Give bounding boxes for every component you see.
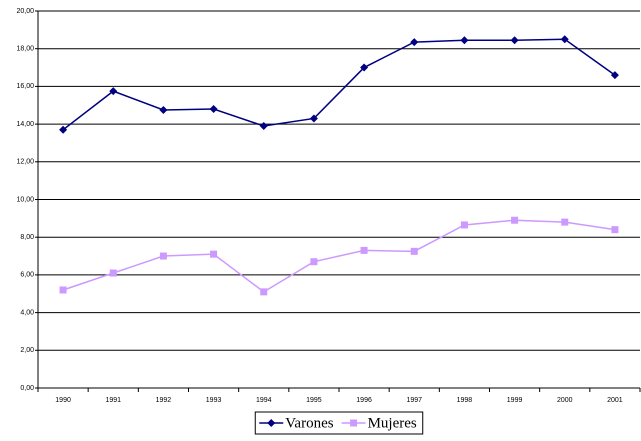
x-tick-label: 1998 <box>457 397 473 404</box>
x-tick-label: 1993 <box>206 397 222 404</box>
marker <box>259 121 268 130</box>
marker <box>561 218 569 226</box>
marker <box>159 105 168 114</box>
x-tick-label: 1992 <box>156 397 172 404</box>
x-tick-label: 1995 <box>306 397 322 404</box>
x-tick-label: 2001 <box>607 397 623 404</box>
marker <box>309 114 318 123</box>
marker <box>59 125 68 134</box>
marker <box>210 250 218 258</box>
marker <box>410 247 418 255</box>
legend-label: Mujeres <box>368 415 417 431</box>
marker <box>460 36 469 45</box>
y-tick-label: 0,00 <box>20 385 34 392</box>
marker <box>350 419 358 427</box>
marker <box>267 419 276 427</box>
marker <box>360 246 368 254</box>
y-tick-label: 2,00 <box>20 347 34 354</box>
marker <box>410 38 419 47</box>
legend-box <box>254 411 424 435</box>
marker <box>611 226 619 234</box>
marker <box>109 269 117 277</box>
marker <box>59 286 67 294</box>
x-tick-label: 1990 <box>55 397 71 404</box>
y-tick-label: 10,00 <box>16 196 34 203</box>
y-tick-label: 20,00 <box>16 8 34 15</box>
y-tick-label: 16,00 <box>16 83 34 90</box>
marker <box>310 258 318 266</box>
marker <box>159 252 167 260</box>
x-tick-label: 2000 <box>557 397 573 404</box>
marker <box>109 87 118 96</box>
marker <box>511 216 519 224</box>
marker <box>260 288 268 296</box>
y-tick-label: 8,00 <box>20 234 34 241</box>
series-line <box>62 219 616 293</box>
marker <box>510 36 519 45</box>
y-tick-label: 6,00 <box>20 272 34 279</box>
x-tick-label: 1997 <box>406 397 422 404</box>
marker <box>610 71 619 80</box>
y-tick-label: 4,00 <box>20 309 34 316</box>
y-tick-label: 12,00 <box>16 159 34 166</box>
marker <box>560 35 569 44</box>
y-tick-label: 18,00 <box>16 46 34 53</box>
x-tick-label: 1994 <box>256 397 272 404</box>
marker <box>360 63 369 72</box>
legend-label: Varones <box>285 415 333 431</box>
legend: Varones Mujeres <box>254 411 424 435</box>
marker <box>460 221 468 229</box>
series-line <box>62 38 616 131</box>
x-tick-label: 1996 <box>356 397 372 404</box>
x-tick-label: 1991 <box>105 397 121 404</box>
x-tick-label: 1999 <box>507 397 523 404</box>
marker <box>209 105 218 114</box>
y-tick-label: 14,00 <box>16 121 34 128</box>
